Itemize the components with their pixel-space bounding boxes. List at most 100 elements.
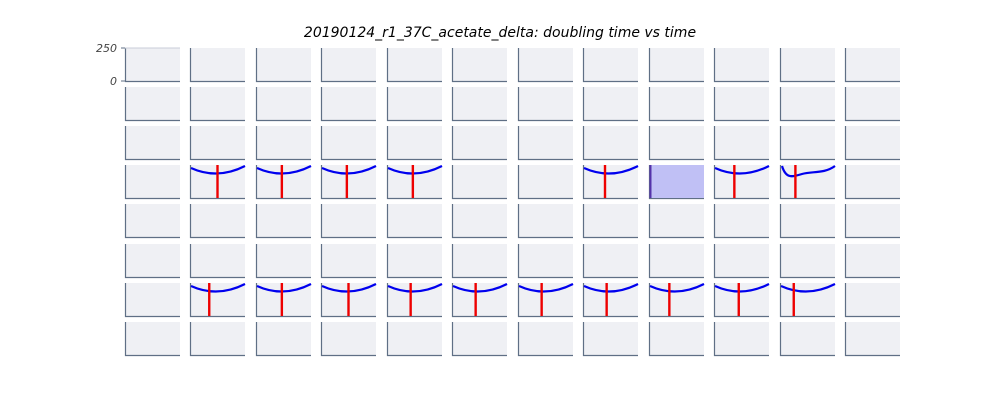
panel-r7-c11 — [845, 322, 900, 355]
doubling-curve-r6-c5 — [452, 283, 508, 293]
panel-axes-r0-c7 — [582, 48, 638, 83]
panel-axes-r6-c4 — [386, 283, 442, 318]
panel-axes-r5-c7 — [582, 244, 638, 279]
panel-axes-r2-c2 — [255, 126, 311, 161]
panel-axes-r5-c4 — [386, 244, 442, 279]
panel-axes-r4-c0 — [124, 204, 180, 239]
panel-axes-r2-c0 — [124, 126, 180, 161]
panel-axes-r1-c9 — [713, 87, 769, 122]
panel-r1-c8 — [649, 87, 704, 120]
y-tick-label-0: 250 — [96, 42, 117, 55]
panel-r6-c0 — [125, 283, 180, 316]
panel-axes-r1-c4 — [386, 87, 442, 122]
panel-r1-c10 — [780, 87, 835, 120]
panel-axes-r0-c5 — [451, 48, 507, 83]
panel-axes-r4-c4 — [386, 204, 442, 239]
panel-axes-r1-c2 — [255, 87, 311, 122]
panel-axes-r4-c8 — [648, 204, 704, 239]
panel-axes-r5-c5 — [451, 244, 507, 279]
panel-r2-c8 — [649, 126, 704, 159]
panel-axes-r0-c10 — [779, 48, 835, 83]
panel-axes-r0-c1 — [189, 48, 245, 83]
panel-axes-r3-c0 — [124, 165, 180, 200]
panel-r0-c11 — [845, 48, 900, 81]
doubling-curve-r6-c6 — [518, 283, 574, 293]
panel-axes-r5-c1 — [189, 244, 245, 279]
panel-r3-c5 — [452, 165, 507, 198]
panel-r3-c0 — [125, 165, 180, 198]
panel-r5-c10 — [780, 244, 835, 277]
panel-axes-r7-c9 — [713, 322, 769, 357]
panel-axes-r3-c1 — [189, 165, 245, 200]
panel-axes-r2-c10 — [779, 126, 835, 161]
panel-r4-c10 — [780, 204, 835, 237]
panel-axes-r6-c2 — [255, 283, 311, 318]
panel-axes-r0-c2 — [255, 48, 311, 83]
panel-r1-c0 — [125, 87, 180, 120]
panel-r7-c8 — [649, 322, 704, 355]
panel-axes-r3-c6 — [517, 165, 573, 200]
panel-axes-r5-c3 — [320, 244, 376, 279]
panel-axes-r6-c7 — [582, 283, 638, 318]
panel-axes-r6-c3 — [320, 283, 376, 318]
panel-axes-r3-c7 — [582, 165, 638, 200]
panel-r0-c10 — [780, 48, 835, 81]
panel-axes-r1-c11 — [844, 87, 900, 122]
panel-axes-r6-c8 — [648, 283, 704, 318]
panel-r4-c6 — [518, 204, 573, 237]
panel-r0-c0 — [125, 48, 180, 81]
panel-r2-c3 — [321, 126, 376, 159]
panel-r1-c9 — [714, 87, 769, 120]
panel-axes-r4-c11 — [844, 204, 900, 239]
panel-axes-r2-c11 — [844, 126, 900, 161]
panel-axes-r6-c1 — [189, 283, 245, 318]
panel-r7-c1 — [190, 322, 245, 355]
panel-r0-c8 — [649, 48, 704, 81]
panel-r1-c1 — [190, 87, 245, 120]
panel-r4-c2 — [256, 204, 311, 237]
panel-axes-r7-c6 — [517, 322, 573, 357]
panel-r2-c11 — [845, 126, 900, 159]
panel-axes-r3-c2 — [255, 165, 311, 200]
panel-axes-r0-c6 — [517, 48, 573, 83]
panel-axes-r0-c11 — [844, 48, 900, 83]
panel-r1-c11 — [845, 87, 900, 120]
doubling-curve-r6-c8 — [649, 283, 705, 293]
panel-r5-c3 — [321, 244, 376, 277]
panel-r5-c1 — [190, 244, 245, 277]
panel-r0-c5 — [452, 48, 507, 81]
panel-r7-c10 — [780, 322, 835, 355]
panel-axes-r2-c6 — [517, 126, 573, 161]
panel-axes-r4-c6 — [517, 204, 573, 239]
panel-r2-c4 — [387, 126, 442, 159]
doubling-curve-r6-c4 — [387, 283, 443, 293]
panel-axes-r4-c1 — [189, 204, 245, 239]
panel-r2-c1 — [190, 126, 245, 159]
panel-axes-r3-c3 — [320, 165, 376, 200]
panel-r2-c0 — [125, 126, 180, 159]
doubling-curve-r3-c2 — [256, 165, 312, 175]
panel-axes-r7-c7 — [582, 322, 638, 357]
panel-r0-c7 — [583, 48, 638, 81]
panel-r7-c6 — [518, 322, 573, 355]
panel-axes-r1-c8 — [648, 87, 704, 122]
panel-axes-r5-c9 — [713, 244, 769, 279]
panel-r5-c6 — [518, 244, 573, 277]
doubling-curve-r6-c9 — [714, 283, 770, 293]
doubling-curve-r3-c3 — [321, 165, 377, 175]
panel-r5-c5 — [452, 244, 507, 277]
panel-r5-c9 — [714, 244, 769, 277]
panel-r4-c9 — [714, 204, 769, 237]
panel-r5-c7 — [583, 244, 638, 277]
doubling-curve-r3-c9 — [714, 165, 770, 175]
panel-axes-r7-c10 — [779, 322, 835, 357]
panel-r4-c4 — [387, 204, 442, 237]
panel-axes-r6-c11 — [844, 283, 900, 318]
panel-r6-c11 — [845, 283, 900, 316]
panel-axes-r7-c11 — [844, 322, 900, 357]
panel-axes-r4-c2 — [255, 204, 311, 239]
doubling-curve-r3-c4 — [387, 165, 443, 175]
panel-axes-r0-c3 — [320, 48, 376, 83]
panel-axes-r5-c11 — [844, 244, 900, 279]
panel-r1-c3 — [321, 87, 376, 120]
